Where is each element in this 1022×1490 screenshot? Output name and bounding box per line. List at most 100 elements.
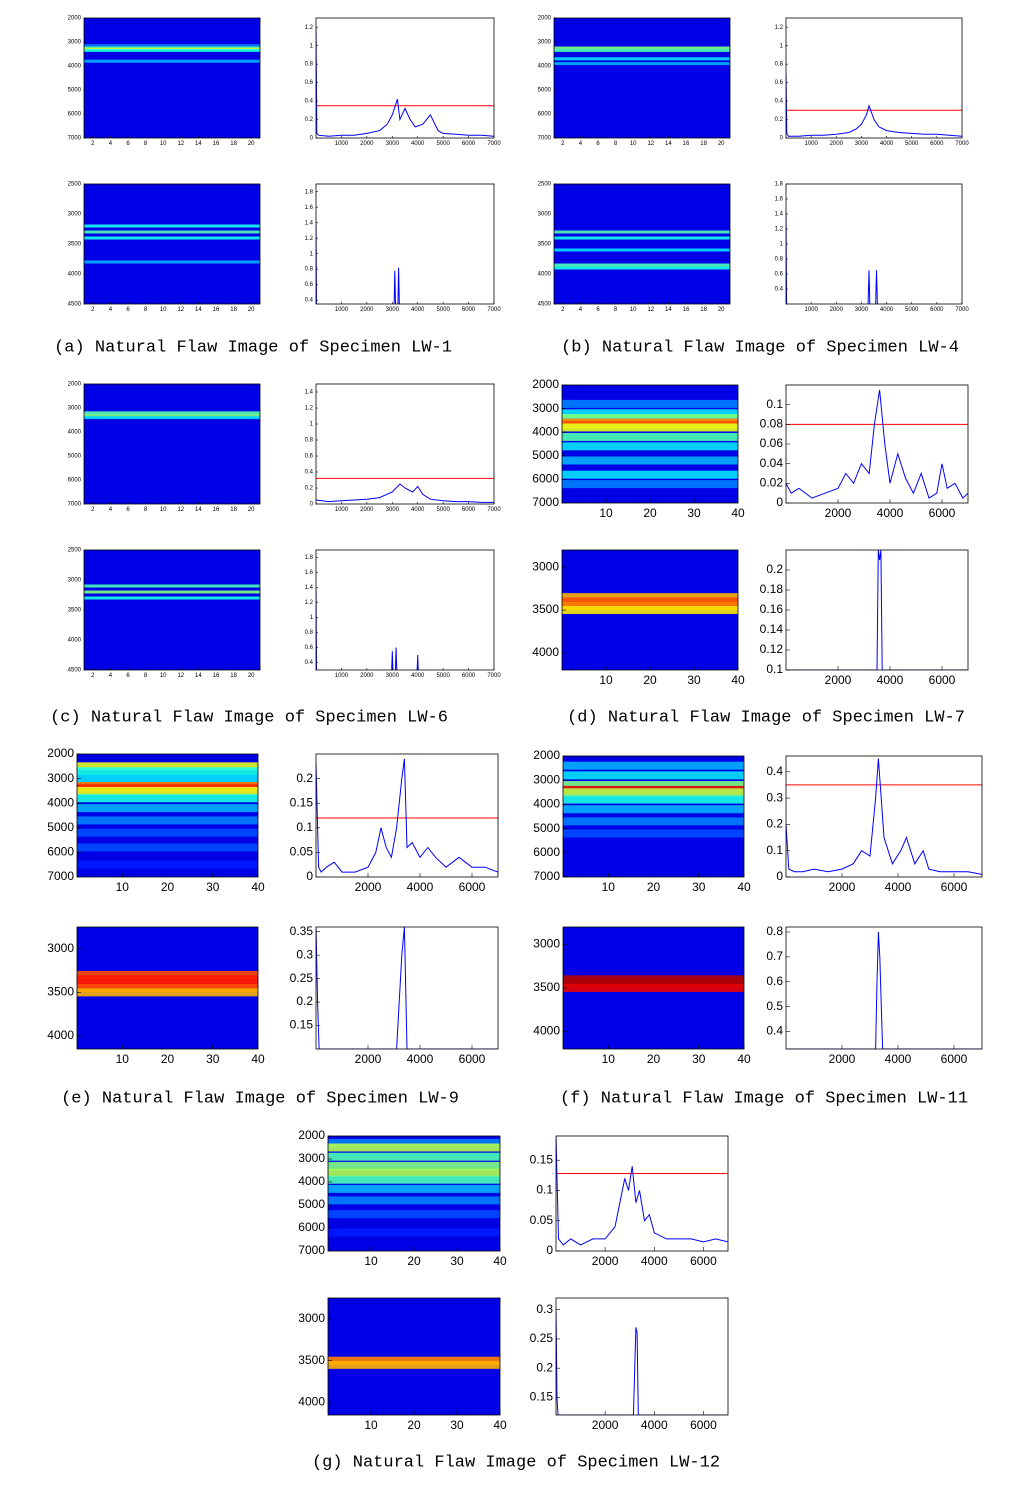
heatmap-row xyxy=(563,984,744,992)
x-tick-label: 14 xyxy=(195,673,202,679)
x-tick-label: 10 xyxy=(160,673,167,679)
y-tick-label: 1.6 xyxy=(775,197,784,203)
x-tick-label: 2000 xyxy=(829,1052,856,1066)
heatmap-row xyxy=(84,596,260,600)
y-tick-label: 4000 xyxy=(298,1395,325,1409)
y-tick-label: 7000 xyxy=(68,502,82,508)
y-tick-label: 3500 xyxy=(68,242,82,248)
x-tick-label: 14 xyxy=(665,307,672,313)
y-tick-label: 1.4 xyxy=(305,390,314,396)
y-tick-label: 4500 xyxy=(538,302,552,308)
plot-background xyxy=(316,550,494,670)
plot-area xyxy=(77,754,258,877)
plot-area xyxy=(316,384,494,504)
x-tick-label: 14 xyxy=(195,141,202,147)
y-tick-label: 4000 xyxy=(538,64,552,70)
y-tick-label: 2000 xyxy=(533,748,560,762)
x-tick-label: 4 xyxy=(109,307,113,313)
x-tick-label: 2 xyxy=(91,673,95,679)
y-tick-label: 7000 xyxy=(532,495,559,509)
y-tick-label: 5000 xyxy=(532,448,559,462)
x-tick-label: 5000 xyxy=(905,307,919,313)
heatmap-row xyxy=(328,1168,500,1177)
heatmap-row xyxy=(84,48,260,52)
x-tick-label: 1000 xyxy=(804,307,818,313)
x-tick-label: 4000 xyxy=(641,1254,668,1268)
axes-frame xyxy=(785,926,983,1050)
x-tick-label: 10 xyxy=(160,307,167,313)
y-tick-label: 0.12 xyxy=(760,642,784,656)
y-tick-label: 0.4 xyxy=(775,99,784,105)
heatmap-row xyxy=(554,263,730,267)
plot-area xyxy=(563,927,744,1049)
heatmap-row xyxy=(77,816,258,825)
y-tick-label: 2000 xyxy=(68,16,82,22)
heatmap-row xyxy=(563,761,744,770)
x-tick-label: 20 xyxy=(647,880,661,894)
x-tick-label: 7000 xyxy=(487,673,501,679)
x-tick-label: 2000 xyxy=(829,880,856,894)
x-tick-label: 6 xyxy=(596,307,600,313)
y-tick-label: 0.2 xyxy=(305,117,314,123)
y-tick-label: 3000 xyxy=(538,212,552,218)
x-tick-label: 10 xyxy=(364,1254,378,1268)
y-tick-label: 4500 xyxy=(68,302,82,308)
y-tick-label: 0.6 xyxy=(766,974,783,988)
x-tick-label: 40 xyxy=(251,880,265,894)
heatmap-row xyxy=(554,46,730,50)
subplot: 2 4 6 8 10 12 14 16 18 20 2000 3000 4000 5000 6000 7000 xyxy=(538,16,731,147)
x-tick-label: 14 xyxy=(195,307,202,313)
subplot: 10 20 30 40 3000 3500 4000 xyxy=(533,926,751,1066)
y-tick-label: 0.08 xyxy=(760,417,784,431)
caption: (d) Natural Flaw Image of Specimen LW-7 xyxy=(567,708,965,727)
y-tick-label: 4000 xyxy=(68,64,82,70)
heatmap-row xyxy=(562,601,738,610)
line-series xyxy=(786,758,982,875)
heatmap-row xyxy=(77,786,258,795)
x-tick-label: 40 xyxy=(737,880,751,894)
y-tick-label: 6000 xyxy=(68,112,82,118)
line-series xyxy=(556,1136,728,1246)
x-tick-label: 6000 xyxy=(690,1254,717,1268)
heatmap-row xyxy=(84,260,260,264)
x-tick-label: 1000 xyxy=(335,141,349,147)
heatmap-row xyxy=(554,266,730,270)
heatmap-row xyxy=(77,843,258,852)
line-series xyxy=(786,550,968,670)
caption: (a) Natural Flaw Image of Specimen LW-1 xyxy=(54,338,452,357)
heatmap-background xyxy=(84,18,260,138)
heatmap-row xyxy=(554,48,730,52)
plot-area xyxy=(556,1136,728,1251)
x-tick-label: 18 xyxy=(230,673,237,679)
y-tick-label: 1.2 xyxy=(305,25,314,31)
plot-area xyxy=(554,18,730,138)
y-tick-label: 0.8 xyxy=(305,630,314,636)
subplot: 1000 2000 3000 4000 5000 6000 7000 0.4 0.6 0.8 1 1.… xyxy=(305,549,501,679)
x-tick-label: 30 xyxy=(687,673,701,687)
x-tick-label: 6000 xyxy=(690,1418,717,1432)
heatmap-row xyxy=(328,1360,500,1369)
x-tick-label: 6000 xyxy=(929,506,956,520)
y-tick-label: 0 xyxy=(776,869,783,883)
subplot: 2000 4000 6000 0.4 0.5 0.6 0.7 0.8 xyxy=(766,924,983,1066)
heatmap-row xyxy=(328,1210,500,1219)
x-tick-label: 12 xyxy=(177,673,184,679)
y-tick-label: 0.25 xyxy=(290,971,314,985)
x-tick-label: 8 xyxy=(144,507,148,513)
heatmap-row xyxy=(77,970,258,979)
y-tick-label: 1.4 xyxy=(305,220,314,226)
y-tick-label: 1.8 xyxy=(305,555,314,561)
y-tick-label: 3500 xyxy=(68,608,82,614)
y-tick-label: 0.15 xyxy=(290,795,314,809)
x-tick-label: 20 xyxy=(161,1052,175,1066)
y-tick-label: 1.6 xyxy=(305,205,314,211)
heatmap-row xyxy=(562,606,738,614)
x-tick-label: 8 xyxy=(614,307,618,313)
x-tick-label: 12 xyxy=(177,507,184,513)
subplot: 2000 4000 6000 0 0.1 0.2 0.3 0.4 xyxy=(766,755,983,894)
heatmap-row xyxy=(554,230,730,234)
x-tick-label: 12 xyxy=(177,141,184,147)
y-tick-label: 3000 xyxy=(538,40,552,46)
x-tick-label: 16 xyxy=(683,141,690,147)
x-tick-label: 4000 xyxy=(411,141,425,147)
